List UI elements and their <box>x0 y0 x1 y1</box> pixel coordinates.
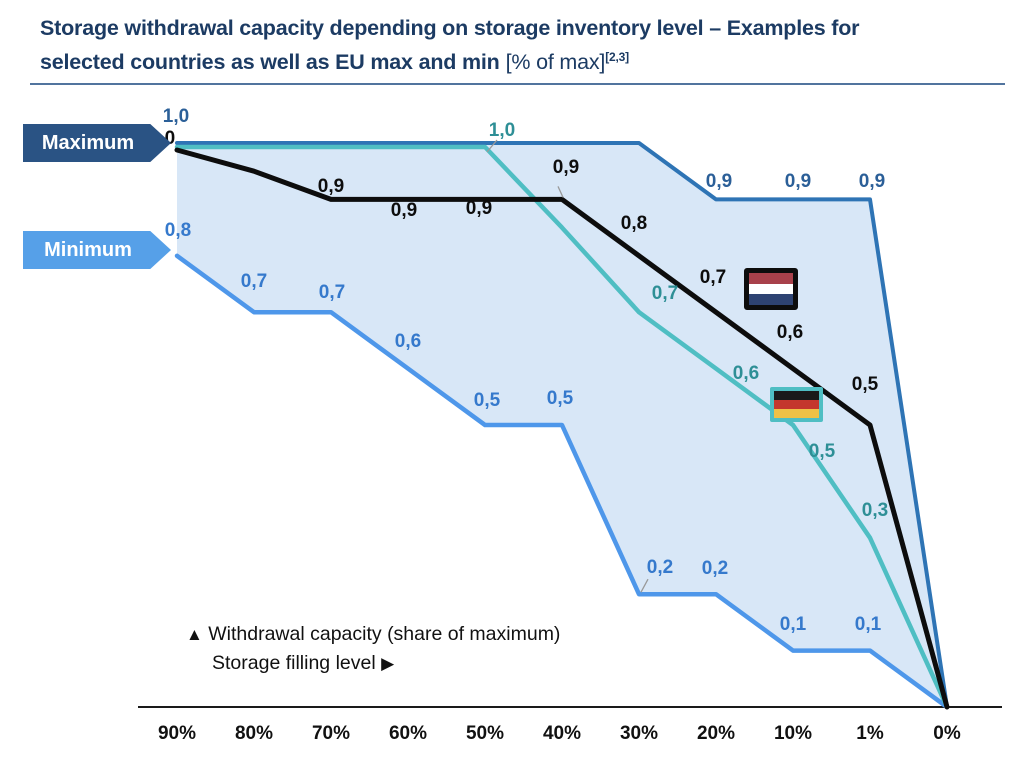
x-tick-label: 50% <box>465 723 505 744</box>
x-tick-label: 20% <box>696 723 736 744</box>
title-line2-bold: selected countries as well as EU max and… <box>40 50 500 75</box>
maximum-callout-label: Maximum <box>41 131 135 154</box>
legend-line2: Storage filling level ▶ <box>212 649 560 678</box>
x-tick-label: 0% <box>933 723 961 744</box>
title-footnote-ref: [2,3] <box>605 50 629 64</box>
x-tick-label: 30% <box>619 723 659 744</box>
legend-yaxis-label: Withdrawal capacity (share of maximum) <box>208 623 561 645</box>
x-tick-label: 70% <box>311 723 351 744</box>
title-divider <box>30 83 1005 85</box>
legend-line1: ▲ Withdrawal capacity (share of maximum) <box>186 620 560 649</box>
x-tick-label: 10% <box>773 723 813 744</box>
netherlands-flag-icon <box>744 268 798 310</box>
minimum-callout: Minimum <box>23 231 171 269</box>
minimum-callout-label: Minimum <box>44 238 132 261</box>
page-title: Storage withdrawal capacity depending on… <box>40 14 990 77</box>
up-triangle-icon: ▲ <box>186 625 203 644</box>
legend-xaxis-label: Storage filling level <box>212 652 376 674</box>
maximum-callout: Maximum <box>23 124 171 162</box>
x-tick-label: 1% <box>856 723 884 744</box>
x-tick-label: 90% <box>157 723 197 744</box>
x-tick-label: 40% <box>542 723 582 744</box>
title-line1: Storage withdrawal capacity depending on… <box>40 16 860 40</box>
chart-legend: ▲ Withdrawal capacity (share of maximum)… <box>186 620 560 678</box>
title-unit-note: [% of max] <box>505 50 606 75</box>
x-tick-label: 60% <box>388 723 428 744</box>
germany-flag-icon <box>770 387 823 422</box>
x-tick-label: 80% <box>234 723 274 744</box>
right-triangle-icon: ▶ <box>381 654 395 673</box>
